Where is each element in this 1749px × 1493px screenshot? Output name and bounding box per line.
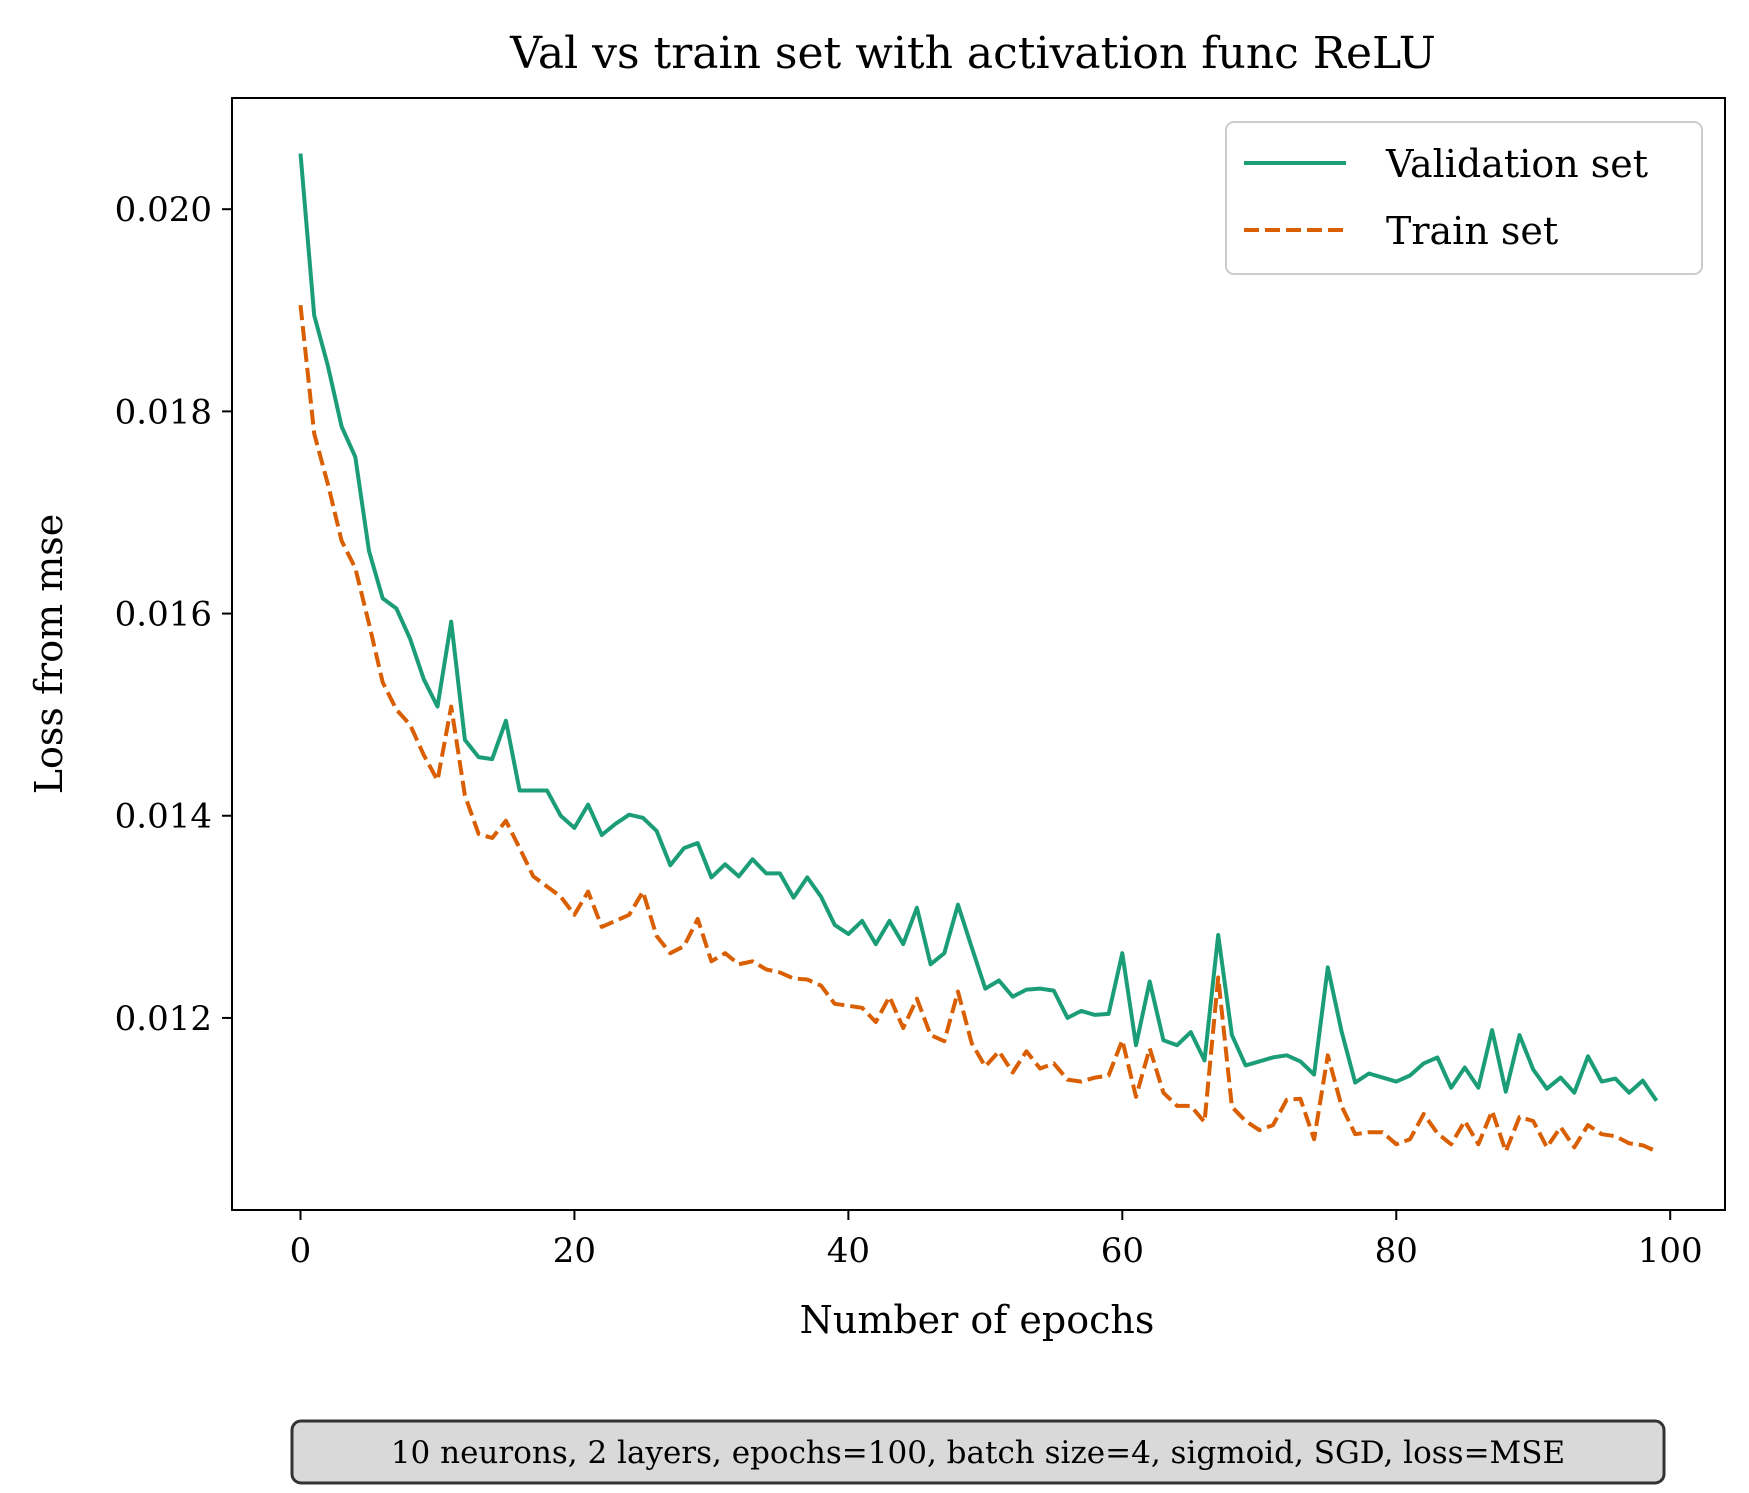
y-tick-label: 0.014: [115, 797, 212, 837]
x-axis-ticks: 0 20 40 60 80 100: [290, 1210, 1703, 1271]
y-tick-label: 0.020: [115, 190, 212, 230]
legend: Validation set Train set: [1225, 121, 1703, 275]
x-tick-label: 40: [827, 1231, 870, 1271]
x-tick-label: 60: [1101, 1231, 1144, 1271]
parameters-note-box: [290, 1419, 1666, 1485]
legend-label-validation: Validation set: [1385, 142, 1648, 186]
series-layer: [298, 153, 1659, 1154]
y-tick-label: 0.016: [115, 595, 212, 635]
y-axis-ticks: 0.012 0.014 0.016 0.018 0.020: [115, 190, 232, 1039]
series-line-train-set: [298, 304, 1658, 1154]
y-tick-label: 0.012: [115, 999, 212, 1039]
y-axis-label: Loss from mse: [27, 514, 71, 794]
x-tick-label: 20: [553, 1231, 596, 1271]
legend-label-train: Train set: [1386, 209, 1558, 253]
x-tick-label: 80: [1375, 1231, 1418, 1271]
series-line-validation-set: [298, 153, 1659, 1102]
x-axis-label: Number of epochs: [800, 1298, 1155, 1342]
parameters-note: 10 neurons, 2 layers, epochs=100, batch …: [290, 1419, 1666, 1485]
y-tick-label: 0.018: [115, 392, 212, 432]
legend-box: [1225, 121, 1703, 275]
plot-frame: [231, 97, 1726, 1211]
parameters-note-text: 10 neurons, 2 layers, epochs=100, batch …: [391, 1435, 1565, 1471]
plot-area: [231, 97, 1726, 1211]
x-tick-label: 100: [1638, 1231, 1703, 1271]
chart-title: Val vs train set with activation func Re…: [509, 28, 1436, 79]
x-tick-label: 0: [290, 1231, 312, 1271]
